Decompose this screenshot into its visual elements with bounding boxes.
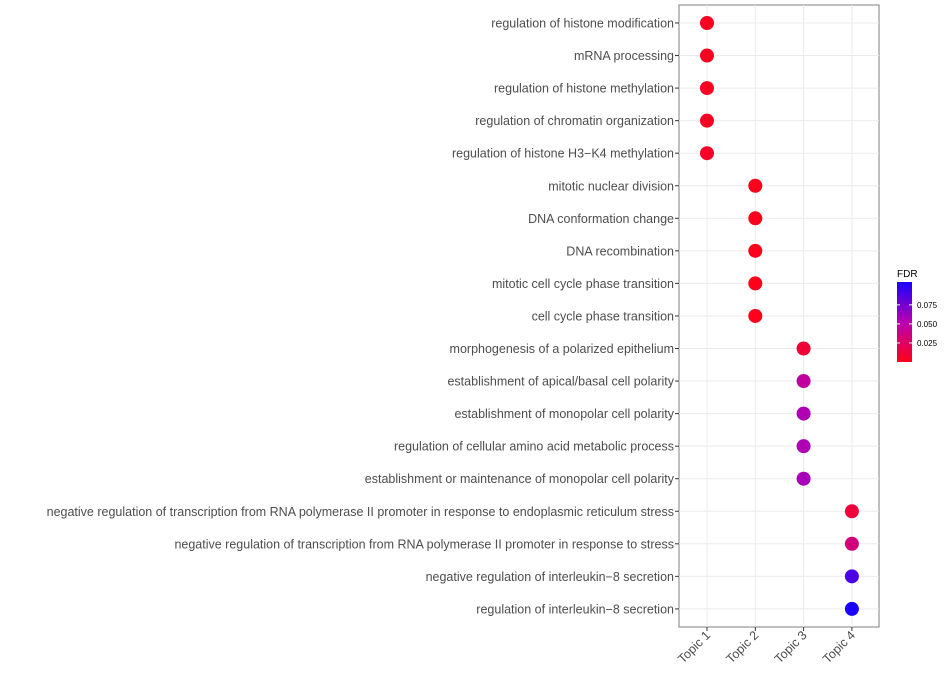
x-axis: Topic 1 Topic 2 Topic 3 Topic 4 (675, 627, 858, 666)
data-point (700, 81, 714, 96)
x-tick-label: Topic 3 (772, 628, 810, 666)
y-tick-label: establishment or maintenance of monopola… (365, 472, 675, 486)
y-tick-label: regulation of histone H3−K4 methylation (452, 147, 674, 161)
y-tick-label: regulation of chromatin organization (475, 114, 674, 128)
data-point (748, 308, 763, 323)
data-point (844, 504, 859, 519)
data-point (796, 374, 811, 389)
legend-tick-label: 0.050 (917, 320, 938, 329)
x-tick-label: Topic 1 (675, 628, 713, 666)
legend-title: FDR (897, 269, 918, 280)
legend-tick-label: 0.025 (917, 339, 938, 348)
y-tick-label: establishment of apical/basal cell polar… (447, 375, 674, 389)
y-tick-label: establishment of monopolar cell polarity (454, 407, 674, 421)
data-point (796, 439, 811, 454)
data-point (796, 341, 811, 356)
y-tick-label: mitotic nuclear division (548, 179, 674, 193)
data-points (700, 16, 859, 616)
data-point (796, 406, 811, 421)
data-point (748, 276, 763, 291)
data-point (748, 243, 763, 258)
fdr-legend: FDR 0.025 0.050 0.075 (897, 269, 938, 362)
y-tick-label: negative regulation of transcription fro… (47, 505, 674, 519)
legend-tick-label: 0.075 (917, 301, 938, 310)
y-tick-label: regulation of cellular amino acid metabo… (394, 440, 674, 454)
data-point (748, 178, 763, 193)
y-tick-label: regulation of histone methylation (494, 82, 674, 96)
data-point (700, 113, 714, 128)
y-axis: regulation of histone modification mRNA p… (47, 17, 679, 616)
x-tick-label: Topic 2 (724, 628, 762, 666)
y-tick-label: cell cycle phase transition (532, 309, 674, 323)
y-tick-label: mitotic cell cycle phase transition (492, 277, 674, 291)
data-point (700, 48, 714, 63)
y-tick-label: morphogenesis of a polarized epithelium (450, 342, 674, 356)
y-tick-label: negative regulation of transcription fro… (174, 537, 674, 551)
data-point (844, 601, 859, 616)
y-tick-label: mRNA processing (574, 49, 674, 63)
data-point (844, 569, 859, 584)
y-tick-label: regulation of histone modification (491, 17, 674, 31)
data-point (844, 536, 859, 551)
y-tick-label: regulation of interleukin−8 secretion (476, 602, 674, 616)
data-point (748, 211, 763, 226)
data-point (700, 146, 714, 161)
legend-ticks: 0.025 0.050 0.075 (897, 301, 938, 348)
y-tick-label: DNA recombination (566, 244, 674, 258)
legend-colorbar (897, 282, 912, 362)
data-point (700, 16, 714, 30)
y-tick-label: negative regulation of interleukin−8 sec… (426, 570, 674, 584)
y-tick-label: DNA conformation change (528, 212, 674, 226)
x-tick-label: Topic 4 (820, 628, 858, 666)
data-point (796, 471, 811, 486)
